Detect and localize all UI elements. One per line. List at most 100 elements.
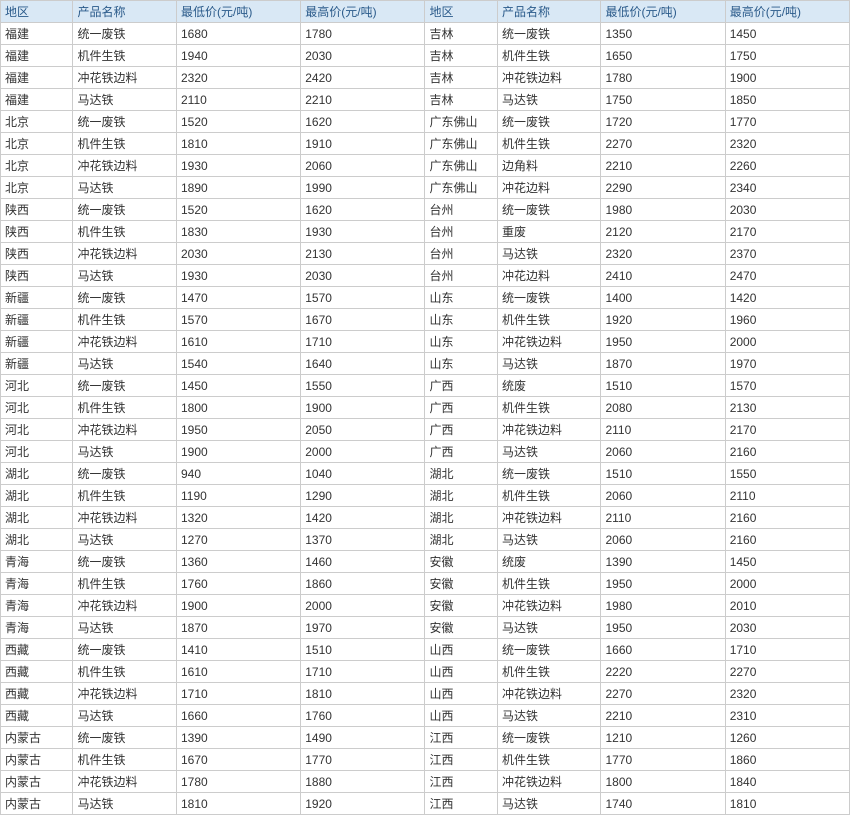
high-price-cell: 1550 — [301, 375, 425, 397]
product-cell: 马达铁 — [497, 243, 601, 265]
product-cell: 重废 — [497, 221, 601, 243]
low-price-cell: 1210 — [601, 727, 725, 749]
high-price-cell: 2050 — [301, 419, 425, 441]
region-cell: 台州 — [425, 243, 497, 265]
region-cell: 福建 — [1, 45, 73, 67]
region-cell: 新疆 — [1, 331, 73, 353]
col-region-2: 地区 — [425, 1, 497, 23]
region-cell: 台州 — [425, 265, 497, 287]
table-row: 内蒙古统一废铁13901490江西统一废铁12101260 — [1, 727, 850, 749]
product-cell: 机件生铁 — [73, 397, 177, 419]
region-cell: 江西 — [425, 727, 497, 749]
table-row: 湖北冲花铁边料13201420湖北冲花铁边料21102160 — [1, 507, 850, 529]
table-row: 北京冲花铁边料19302060广东佛山边角料22102260 — [1, 155, 850, 177]
high-price-cell: 2310 — [725, 705, 849, 727]
low-price-cell: 1930 — [177, 155, 301, 177]
product-cell: 统废 — [497, 551, 601, 573]
high-price-cell: 1850 — [725, 89, 849, 111]
high-price-cell: 2340 — [725, 177, 849, 199]
product-cell: 冲花铁边料 — [73, 595, 177, 617]
table-row: 福建冲花铁边料23202420吉林冲花铁边料17801900 — [1, 67, 850, 89]
col-product-2: 产品名称 — [497, 1, 601, 23]
low-price-cell: 1800 — [601, 771, 725, 793]
high-price-cell: 2010 — [725, 595, 849, 617]
low-price-cell: 940 — [177, 463, 301, 485]
table-row: 陕西统一废铁15201620台州统一废铁19802030 — [1, 199, 850, 221]
low-price-cell: 1830 — [177, 221, 301, 243]
product-cell: 马达铁 — [73, 89, 177, 111]
region-cell: 广西 — [425, 441, 497, 463]
product-cell: 机件生铁 — [497, 485, 601, 507]
high-price-cell: 1930 — [301, 221, 425, 243]
table-row: 陕西马达铁19302030台州冲花边料24102470 — [1, 265, 850, 287]
product-cell: 统一废铁 — [497, 463, 601, 485]
high-price-cell: 1900 — [725, 67, 849, 89]
high-price-cell: 2260 — [725, 155, 849, 177]
low-price-cell: 1950 — [601, 331, 725, 353]
col-low-2: 最低价(元/吨) — [601, 1, 725, 23]
low-price-cell: 1870 — [601, 353, 725, 375]
table-row: 新疆机件生铁15701670山东机件生铁19201960 — [1, 309, 850, 331]
product-cell: 机件生铁 — [73, 45, 177, 67]
region-cell: 山西 — [425, 705, 497, 727]
region-cell: 新疆 — [1, 309, 73, 331]
low-price-cell: 1450 — [177, 375, 301, 397]
low-price-cell: 1710 — [177, 683, 301, 705]
table-row: 河北机件生铁18001900广西机件生铁20802130 — [1, 397, 850, 419]
low-price-cell: 1780 — [601, 67, 725, 89]
low-price-cell: 1950 — [601, 617, 725, 639]
high-price-cell: 1780 — [301, 23, 425, 45]
high-price-cell: 1450 — [725, 23, 849, 45]
low-price-cell: 1810 — [177, 793, 301, 815]
high-price-cell: 2470 — [725, 265, 849, 287]
table-row: 新疆马达铁15401640山东马达铁18701970 — [1, 353, 850, 375]
product-cell: 机件生铁 — [73, 133, 177, 155]
low-price-cell: 1410 — [177, 639, 301, 661]
col-low-1: 最低价(元/吨) — [177, 1, 301, 23]
low-price-cell: 1610 — [177, 331, 301, 353]
product-cell: 机件生铁 — [497, 45, 601, 67]
price-table: 地区 产品名称 最低价(元/吨) 最高价(元/吨) 地区 产品名称 最低价(元/… — [0, 0, 850, 815]
product-cell: 马达铁 — [497, 793, 601, 815]
product-cell: 机件生铁 — [497, 133, 601, 155]
region-cell: 广东佛山 — [425, 177, 497, 199]
low-price-cell: 1610 — [177, 661, 301, 683]
low-price-cell: 1510 — [601, 375, 725, 397]
low-price-cell: 2210 — [601, 705, 725, 727]
table-row: 北京统一废铁15201620广东佛山统一废铁17201770 — [1, 111, 850, 133]
low-price-cell: 1510 — [601, 463, 725, 485]
product-cell: 马达铁 — [497, 529, 601, 551]
product-cell: 冲花边料 — [497, 177, 601, 199]
table-row: 湖北统一废铁9401040湖北统一废铁15101550 — [1, 463, 850, 485]
col-region-1: 地区 — [1, 1, 73, 23]
low-price-cell: 1950 — [177, 419, 301, 441]
high-price-cell: 1450 — [725, 551, 849, 573]
product-cell: 统废 — [497, 375, 601, 397]
region-cell: 广西 — [425, 397, 497, 419]
product-cell: 马达铁 — [73, 617, 177, 639]
region-cell: 湖北 — [425, 463, 497, 485]
product-cell: 冲花边料 — [497, 265, 601, 287]
product-cell: 统一废铁 — [497, 639, 601, 661]
region-cell: 安徽 — [425, 617, 497, 639]
region-cell: 新疆 — [1, 353, 73, 375]
region-cell: 北京 — [1, 177, 73, 199]
high-price-cell: 1900 — [301, 397, 425, 419]
product-cell: 统一废铁 — [73, 375, 177, 397]
low-price-cell: 1870 — [177, 617, 301, 639]
low-price-cell: 1900 — [177, 595, 301, 617]
low-price-cell: 1650 — [601, 45, 725, 67]
region-cell: 福建 — [1, 67, 73, 89]
table-row: 湖北马达铁12701370湖北马达铁20602160 — [1, 529, 850, 551]
high-price-cell: 1760 — [301, 705, 425, 727]
product-cell: 冲花铁边料 — [73, 419, 177, 441]
region-cell: 西藏 — [1, 683, 73, 705]
region-cell: 吉林 — [425, 23, 497, 45]
region-cell: 台州 — [425, 199, 497, 221]
high-price-cell: 2000 — [301, 441, 425, 463]
region-cell: 河北 — [1, 397, 73, 419]
region-cell: 湖北 — [1, 463, 73, 485]
low-price-cell: 1930 — [177, 265, 301, 287]
high-price-cell: 2030 — [301, 45, 425, 67]
high-price-cell: 1840 — [725, 771, 849, 793]
